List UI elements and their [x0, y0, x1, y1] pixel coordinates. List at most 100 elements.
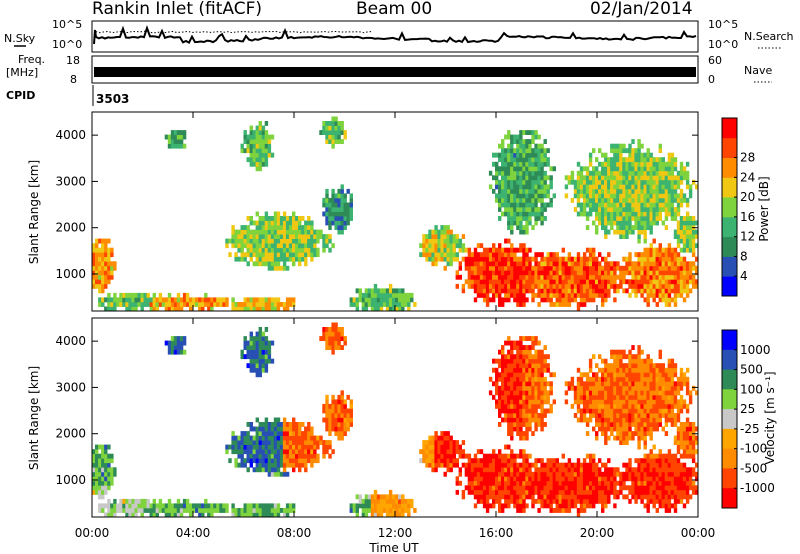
- velocity-cell: [288, 426, 293, 432]
- velocity-cell: [543, 422, 547, 427]
- power-cell: [661, 193, 665, 199]
- power-cell: [273, 306, 278, 312]
- power-cell: [576, 256, 581, 262]
- velocity-cell: [170, 508, 175, 513]
- power-cell: [519, 211, 523, 217]
- velocity-cell: [243, 354, 247, 360]
- power-cell: [595, 166, 599, 172]
- velocity-cell: [579, 385, 584, 391]
- power-cell: [643, 225, 647, 230]
- velocity-cell: [640, 485, 644, 491]
- velocity-cell: [152, 512, 156, 518]
- velocity-cell: [631, 471, 635, 477]
- velocity-cell: [298, 462, 302, 468]
- power-cell: [440, 225, 444, 230]
- velocity-cell: [552, 467, 556, 473]
- velocity-cell: [431, 440, 435, 445]
- velocity-cell: [546, 489, 550, 495]
- velocity-cell: [595, 467, 599, 473]
- power-cell: [376, 302, 381, 307]
- power-cell: [646, 292, 650, 298]
- velocity-cell: [382, 503, 387, 509]
- power-cell: [516, 302, 520, 307]
- power-cell: [685, 270, 690, 276]
- power-cell: [619, 207, 623, 212]
- power-cell: [628, 175, 632, 181]
- velocity-cell: [528, 394, 532, 400]
- velocity-cell: [398, 508, 402, 513]
- power-cell: [382, 288, 387, 294]
- velocity-cell: [376, 498, 381, 504]
- velocity-cell: [343, 426, 347, 432]
- velocity-cell: [567, 498, 572, 504]
- power-cell: [622, 256, 626, 262]
- velocity-cell: [582, 458, 587, 464]
- power-cell: [619, 234, 623, 239]
- velocity-cell: [613, 413, 617, 418]
- power-cell: [582, 252, 587, 258]
- power-cell: [601, 193, 605, 199]
- velocity-cell: [516, 489, 520, 495]
- power-cell: [522, 188, 526, 194]
- power-cell: [428, 234, 432, 239]
- power-cell: [258, 297, 262, 303]
- velocity-cell: [276, 440, 281, 445]
- power-cell: [619, 202, 623, 208]
- power-cell: [270, 297, 275, 303]
- velocity-cell: [522, 467, 526, 473]
- power-cell: [110, 265, 114, 271]
- power-cell: [255, 243, 259, 249]
- power-cell: [398, 302, 402, 307]
- power-cell: [504, 288, 508, 294]
- power-cell: [543, 184, 547, 190]
- velocity-cell: [546, 503, 550, 509]
- power-cell: [631, 207, 635, 212]
- power-cell: [601, 220, 605, 226]
- velocity-cell: [295, 422, 299, 427]
- velocity-cell: [146, 508, 150, 513]
- power-cell: [261, 256, 266, 262]
- power-cell: [98, 279, 102, 285]
- velocity-cell: [407, 508, 411, 513]
- power-cell: [507, 288, 511, 294]
- power-cell: [637, 143, 641, 149]
- power-cell: [604, 265, 608, 271]
- power-cell: [540, 216, 544, 221]
- power-cell: [667, 161, 672, 167]
- velocity-cell: [255, 444, 259, 450]
- power-cell: [658, 170, 662, 176]
- velocity-cell: [131, 508, 135, 513]
- velocity-cell: [622, 385, 626, 391]
- power-cell: [510, 139, 514, 144]
- velocity-cell: [528, 381, 532, 387]
- power-cell: [264, 121, 269, 126]
- power-cell: [504, 274, 508, 280]
- power-cell: [661, 166, 665, 172]
- power-cell: [179, 130, 184, 135]
- power-cell: [301, 225, 305, 230]
- power-cell: [252, 161, 256, 167]
- velocity-cell: [170, 336, 175, 341]
- velocity-cell: [388, 494, 393, 500]
- power-cell: [395, 292, 399, 298]
- power-cell: [388, 306, 393, 312]
- velocity-cell: [276, 417, 281, 423]
- velocity-cell: [343, 340, 347, 346]
- velocity-cell: [561, 476, 565, 482]
- power-cell: [155, 297, 159, 303]
- power-cell: [652, 288, 656, 294]
- power-cell: [249, 297, 253, 303]
- power-cell: [107, 238, 111, 244]
- velocity-cell: [361, 498, 366, 504]
- power-cell: [564, 297, 569, 303]
- power-cell: [316, 234, 320, 239]
- power-cell: [604, 229, 608, 235]
- power-cell: [501, 247, 505, 253]
- velocity-cell: [243, 336, 247, 341]
- power-cell: [537, 288, 541, 294]
- velocity-cell: [134, 503, 138, 509]
- power-cell: [288, 247, 293, 253]
- velocity-cell: [104, 503, 108, 509]
- power-cell: [504, 197, 508, 203]
